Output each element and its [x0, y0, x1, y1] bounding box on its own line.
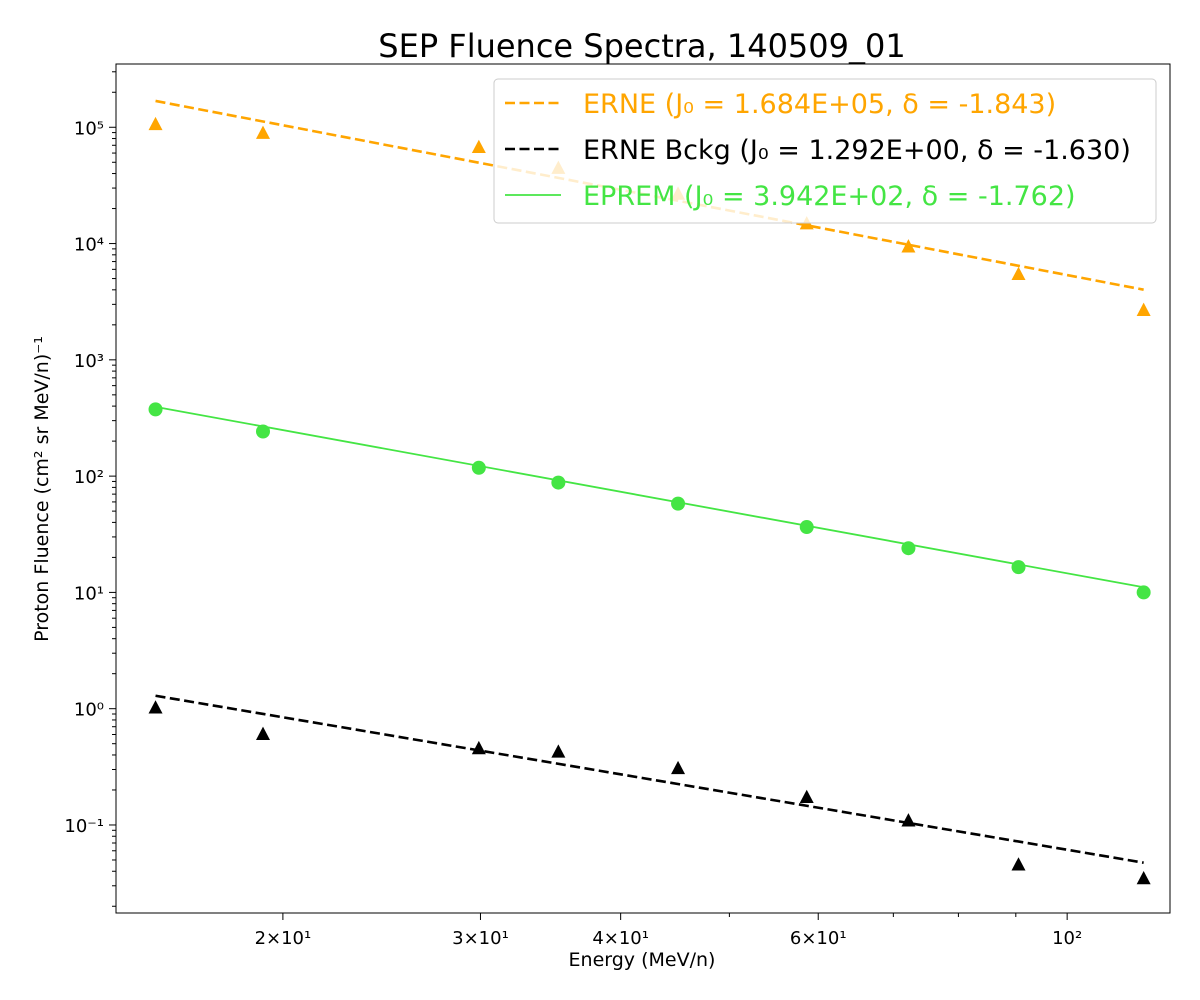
marker-erne-bckg	[551, 744, 566, 758]
marker-eprem	[471, 460, 486, 475]
marker-erne-bckg	[901, 813, 916, 827]
marker-eprem	[671, 496, 686, 511]
legend-label-eprem: EPREM (J₀ = 3.942E+02, δ = -1.762)	[583, 181, 1076, 212]
y-tick-label: 10²	[74, 467, 104, 488]
marker-eprem	[799, 520, 814, 535]
legend-box	[493, 78, 1157, 224]
marker-erne-bckg	[671, 760, 686, 775]
marker-erne-bckg	[1011, 857, 1026, 871]
marker-eprem	[1011, 560, 1026, 575]
legend-label-erne: ERNE (J₀ = 1.684E+05, δ = -1.843)	[583, 89, 1056, 120]
x-axis-ticks: 2×10¹ 3×10¹ 4×10¹ 6×10¹ 10²	[255, 913, 1082, 949]
legend: ERNE (J₀ = 1.684E+05, δ = -1.843) ERNE Bc…	[493, 78, 1157, 224]
fit-line-eprem	[155, 405, 1144, 589]
marker-eprem	[1136, 585, 1151, 600]
x-axis-label: Energy (MeV/n)	[569, 949, 716, 971]
marker-erne-bckg	[1136, 870, 1151, 885]
marker-erne	[901, 239, 916, 253]
y-tick-label: 10¹	[74, 583, 104, 604]
marker-eprem	[148, 402, 163, 417]
marker-eprem	[551, 475, 566, 490]
marker-erne	[471, 139, 486, 154]
y-axis-label: Proton Fluence (cm² sr MeV/n)⁻¹	[31, 336, 53, 642]
marker-erne	[255, 125, 270, 139]
marker-erne-bckg	[799, 789, 814, 804]
data-markers	[148, 116, 1151, 885]
legend-label-erne-bckg: ERNE Bckg (J₀ = 1.292E+00, δ = -1.630)	[583, 135, 1131, 166]
marker-eprem	[901, 541, 916, 556]
y-tick-label: 10⁰	[74, 700, 104, 721]
fit-line-erne-bckg	[155, 694, 1144, 864]
chart-title: SEP Fluence Spectra, 140509_01	[378, 27, 905, 65]
marker-eprem	[255, 424, 270, 439]
marker-erne	[1011, 266, 1026, 281]
y-axis-ticks: 10⁻¹ 10⁰ 10¹ 10² 10³ 10⁴ 10⁵	[64, 71, 116, 907]
y-tick-label: 10⁴	[74, 235, 104, 256]
y-tick-label: 10³	[74, 351, 104, 372]
x-tick-label: 2×10¹	[255, 928, 312, 949]
y-tick-label: 10⁵	[74, 118, 104, 139]
marker-erne	[1136, 302, 1151, 316]
marker-erne	[148, 116, 163, 131]
marker-erne-bckg	[471, 740, 486, 755]
x-tick-label: 6×10¹	[790, 928, 847, 949]
marker-erne-bckg	[148, 700, 163, 714]
x-tick-label: 4×10¹	[592, 928, 649, 949]
y-tick-label: 10⁻¹	[64, 816, 104, 837]
marker-erne-bckg	[255, 726, 270, 740]
x-tick-label: 10²	[1052, 928, 1082, 949]
plot-frame	[115, 63, 1171, 914]
x-tick-label: 3×10¹	[452, 928, 509, 949]
